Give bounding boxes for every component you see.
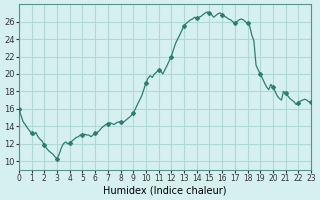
X-axis label: Humidex (Indice chaleur): Humidex (Indice chaleur) [103, 186, 227, 196]
